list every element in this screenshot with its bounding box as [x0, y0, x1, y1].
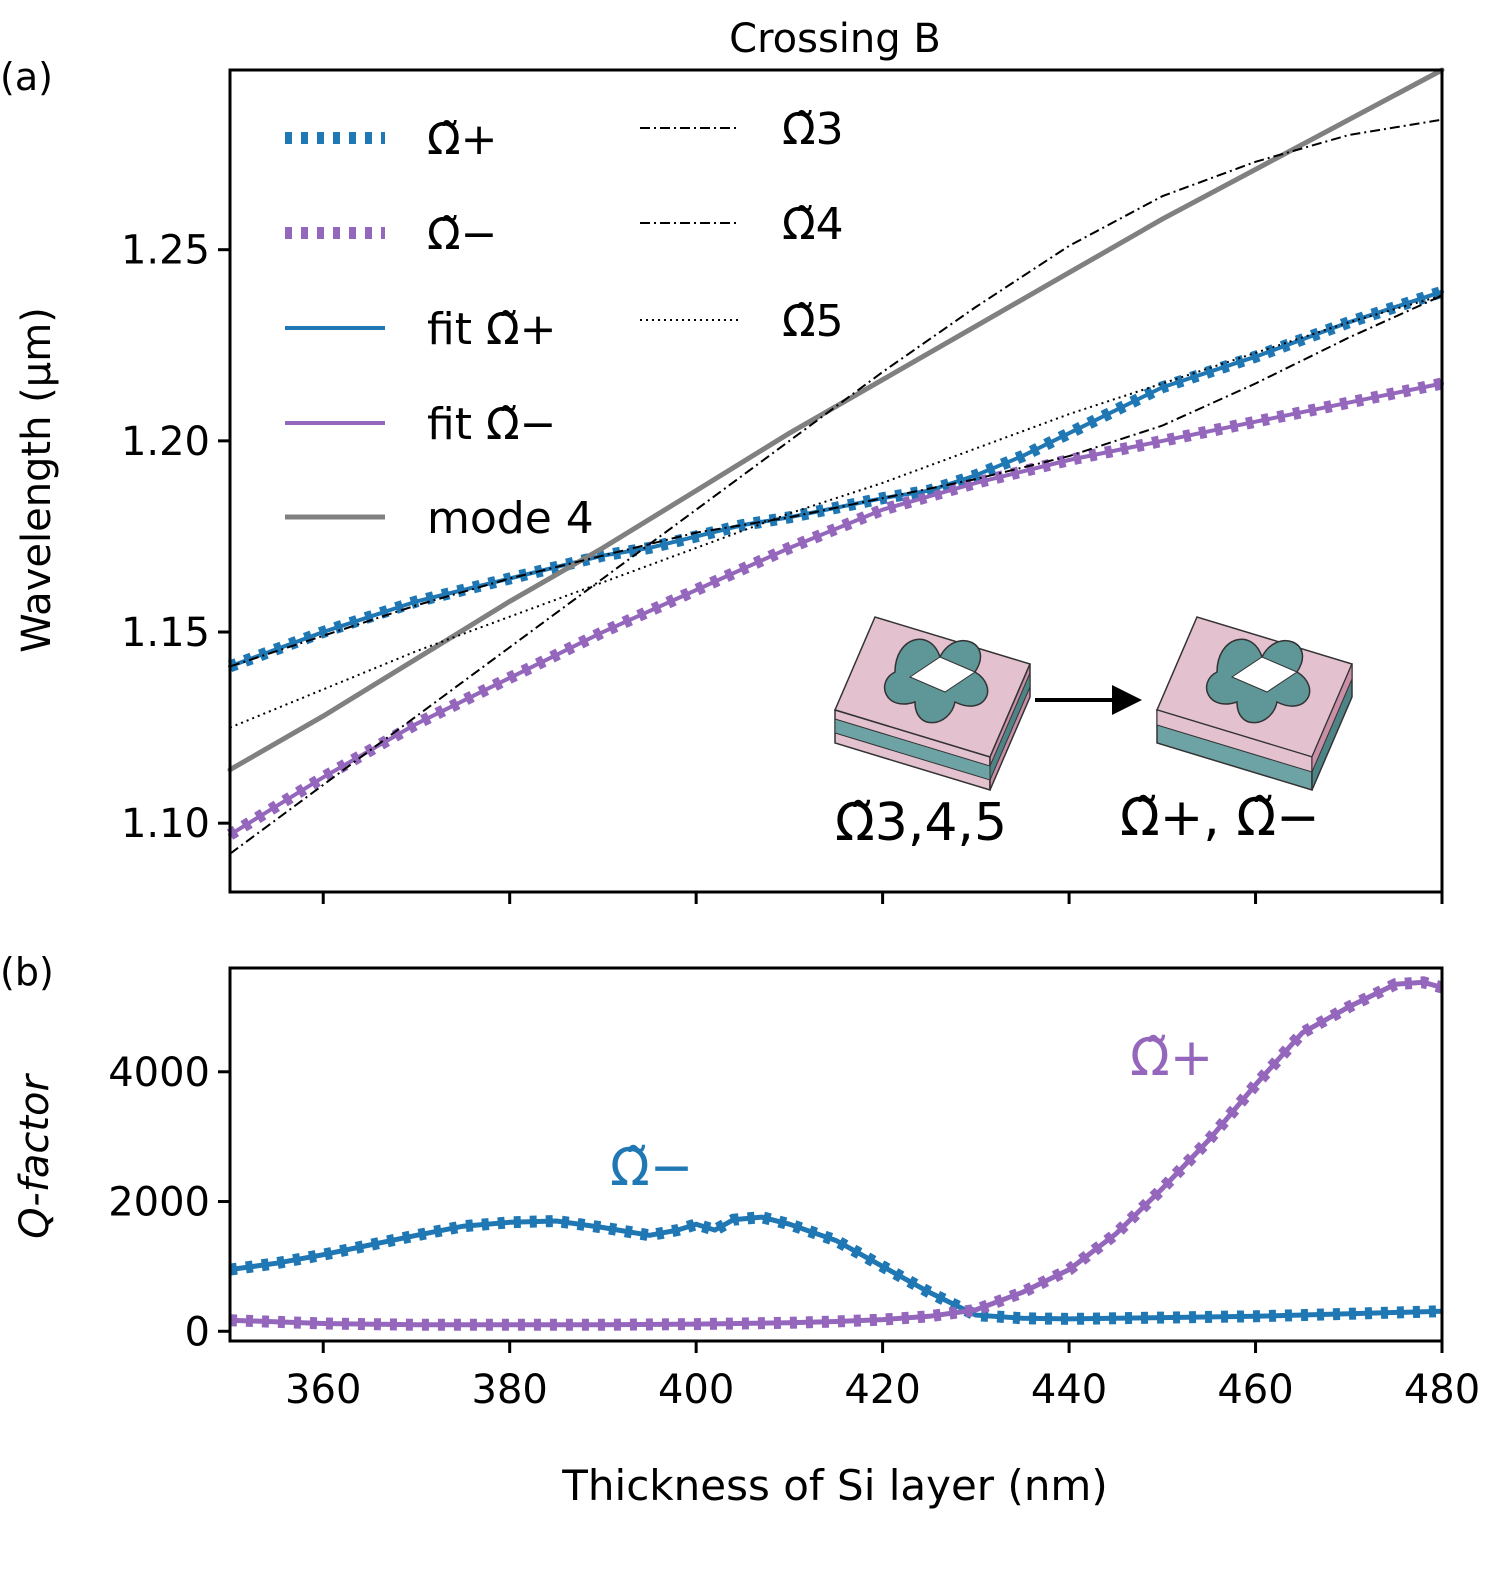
x-tick-label-0: 360	[285, 1367, 361, 1413]
legend-label-1: Ω̃−	[427, 209, 498, 260]
y-axis-label-a: Wavelength (μm)	[14, 307, 60, 653]
annotation-omega-345: Ω̃3,4,5	[835, 793, 1007, 853]
plot-a-ticks: 1.10 1.15 1.20 1.25	[121, 228, 1444, 904]
arrow-icon	[1035, 685, 1142, 715]
panel-b: (b) 360 380 400 420 440 460 480 0 2000 4000 Q-fac…	[0, 950, 1480, 1510]
y-tick-label-1-1: 2000	[108, 1180, 210, 1226]
legend: Ω̃+ Ω̃− fit Ω̃+ fit Ω̃− mode 4 Ω̃3 Ω̃4 Ω̃5	[285, 104, 844, 544]
y-axis-label-b: Q-factor	[12, 1073, 58, 1239]
series-line-1-0	[229, 1214, 1443, 1322]
series-markers-1-0	[229, 1211, 1443, 1325]
plot-b-series	[229, 976, 1444, 1331]
series-line-0-3	[228, 381, 1444, 837]
annotation-omega-minus-b: Ω̃−	[610, 1138, 693, 1198]
y-tick-label-0-0: 1.10	[121, 801, 210, 847]
chart-title: Crossing B	[729, 16, 941, 62]
x-axis-label: Thickness of Si layer (nm)	[561, 1461, 1107, 1510]
legend-label-4: mode 4	[427, 493, 594, 544]
series-markers-1-1	[229, 976, 1444, 1331]
series-line-0-4	[227, 67, 1445, 773]
plot-b-ticks: 360 380 400 420 440 460 480 0 2000 4000	[108, 1050, 1480, 1413]
x-tick-label-5: 460	[1217, 1367, 1293, 1413]
unit-cell-illustration-right	[1155, 616, 1354, 792]
legend-label-0: Ω̃+	[427, 114, 498, 165]
x-tick-label-3: 420	[844, 1367, 920, 1413]
series-line-0-0	[227, 285, 1444, 673]
annotation-omega-plus-b: Ω̃+	[1130, 1028, 1213, 1088]
panel-b-label: (b)	[0, 950, 54, 994]
y-tick-label-0-2: 1.20	[121, 419, 210, 465]
y-tick-label-1-2: 4000	[108, 1050, 210, 1096]
plot-a-series	[226, 67, 1445, 855]
plot-b-frame	[228, 966, 1444, 1343]
legend-label-3: fit Ω̃−	[427, 399, 556, 450]
series-line-0-6	[229, 118, 1443, 855]
x-tick-label-2: 400	[658, 1367, 734, 1413]
series-line-0-2	[228, 289, 1444, 669]
series-line-1-1	[229, 979, 1443, 1328]
annotation-omega-plus-minus: Ω̃+, Ω̃−	[1120, 788, 1320, 848]
unit-cell-illustration-left	[833, 616, 1032, 792]
legend-label-5: Ω̃3	[782, 104, 844, 155]
legend-label-6: Ω̃4	[782, 199, 844, 250]
plot-a-frame	[228, 68, 1444, 894]
y-tick-label-0-3: 1.25	[121, 228, 210, 274]
x-tick-label-1: 380	[472, 1367, 548, 1413]
legend-label-7: Ω̃5	[782, 296, 844, 347]
series-line-0-7	[229, 294, 1443, 729]
series-line-0-5	[229, 294, 1443, 668]
panel-a: (a) Crossing B 1.10 1.15 1.20 1.25 Waveleng…	[0, 16, 1445, 904]
y-tick-label-0-1: 1.15	[121, 610, 210, 656]
panel-a-label: (a)	[0, 55, 53, 99]
legend-label-2: fit Ω̃+	[427, 304, 556, 355]
y-tick-label-1-0: 0	[185, 1309, 210, 1355]
x-tick-label-4: 440	[1031, 1367, 1107, 1413]
x-tick-label-6: 480	[1404, 1367, 1480, 1413]
